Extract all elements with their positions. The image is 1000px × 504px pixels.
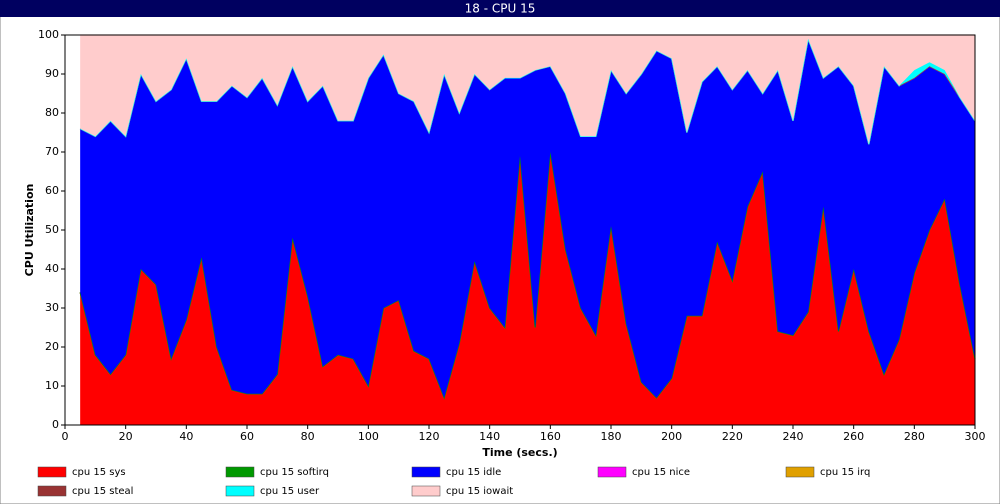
x-tick-label: 180 [601, 430, 622, 443]
legend-swatch [411, 466, 441, 478]
y-tick-label: 30 [45, 301, 59, 314]
y-tick-label: 0 [52, 418, 59, 431]
x-tick-label: 220 [722, 430, 743, 443]
x-tick-label: 240 [783, 430, 804, 443]
y-tick-label: 80 [45, 106, 59, 119]
y-tick-label: 90 [45, 67, 59, 80]
legend-swatch [411, 485, 441, 497]
legend-swatch [597, 466, 627, 478]
y-tick-label: 70 [45, 145, 59, 158]
area [80, 35, 975, 145]
legend-swatch [225, 485, 255, 497]
area [80, 152, 975, 425]
y-tick-label: 40 [45, 262, 59, 275]
legend-swatch [785, 466, 815, 478]
y-tick-label: 60 [45, 184, 59, 197]
legend-label: cpu 15 idle [446, 467, 501, 478]
legend-swatch [37, 466, 67, 478]
y-tick-label: 20 [45, 340, 59, 353]
x-tick-label: 300 [965, 430, 986, 443]
x-tick-label: 140 [479, 430, 500, 443]
legend-label: cpu 15 irq [820, 467, 870, 478]
legend-swatch [225, 466, 255, 478]
x-tick-label: 120 [419, 430, 440, 443]
x-tick-label: 260 [843, 430, 864, 443]
legend-swatch [37, 485, 67, 497]
legend-label: cpu 15 sys [72, 467, 126, 478]
x-tick-label: 60 [240, 430, 254, 443]
y-tick-label: 100 [38, 28, 59, 41]
legend-label: cpu 15 softirq [260, 467, 329, 478]
legend-label: cpu 15 nice [632, 467, 690, 478]
x-tick-label: 200 [661, 430, 682, 443]
legend-label: cpu 15 user [260, 486, 320, 497]
legend-label: cpu 15 steal [72, 486, 133, 497]
x-tick-label: 160 [540, 430, 561, 443]
x-tick-label: 40 [179, 430, 193, 443]
x-axis-title: Time (secs.) [482, 446, 557, 459]
y-tick-label: 10 [45, 379, 59, 392]
x-tick-label: 100 [358, 430, 379, 443]
legend-label: cpu 15 iowait [446, 486, 513, 497]
x-tick-label: 80 [301, 430, 315, 443]
x-tick-label: 20 [119, 430, 133, 443]
y-tick-label: 50 [45, 223, 59, 236]
chart-title: 18 - CPU 15 [465, 2, 536, 16]
x-tick-label: 280 [904, 430, 925, 443]
area [80, 38, 975, 398]
x-tick-label: 0 [62, 430, 69, 443]
y-axis-title: CPU Utilization [23, 184, 36, 277]
title-bar [0, 0, 1000, 17]
